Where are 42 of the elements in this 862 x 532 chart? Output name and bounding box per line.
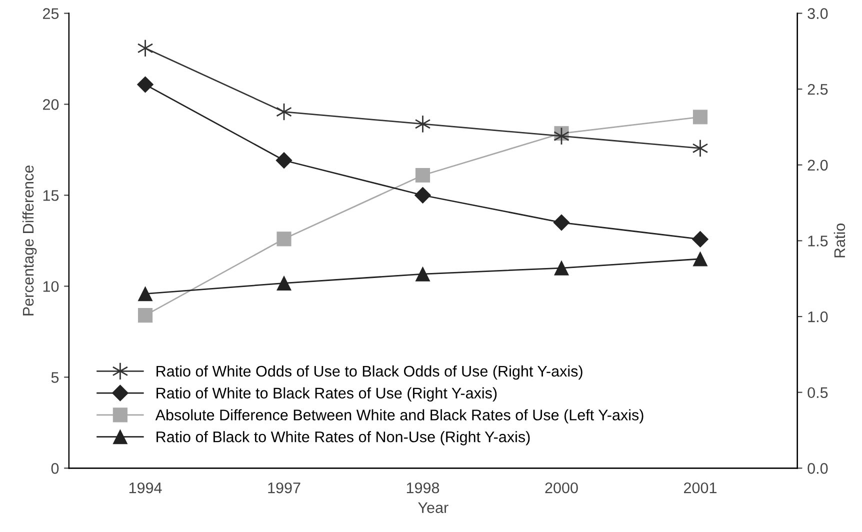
point [138, 308, 153, 323]
x-tick-label: 1998 [406, 482, 440, 494]
x-axis-title: Year [418, 502, 448, 514]
point [137, 76, 154, 93]
y-tick-label: 25 [43, 8, 59, 19]
point [692, 252, 708, 266]
point [276, 232, 292, 246]
legend-label: Ratio of White Odds of Use to Black Odds of Use (Right Y-axis) [156, 365, 582, 380]
y-tick-label: 5 [51, 372, 59, 383]
point [553, 214, 570, 231]
x-tick-label: 1994 [129, 482, 162, 494]
point [414, 114, 431, 134]
legend-label: Ratio of Black to White Rates of Non-Use (Right Y-axis) [156, 431, 530, 446]
y-tick-label: 0 [51, 463, 59, 474]
point [414, 187, 431, 204]
y2-tick-label: 2.5 [808, 84, 828, 95]
x-tick-label: 2000 [545, 482, 578, 494]
y2-tick-label: 3.0 [808, 8, 828, 19]
y2-tick-label: 0.0 [808, 463, 828, 474]
y-tick-label: 15 [43, 190, 59, 201]
y-tick-label: 20 [43, 99, 59, 110]
point [692, 110, 708, 124]
point [554, 260, 569, 276]
point [415, 168, 430, 183]
y2-tick-label: 1.5 [808, 236, 828, 246]
point [137, 39, 154, 58]
y-tick-label: 10 [43, 281, 59, 292]
point [138, 286, 153, 302]
y2-tick-label: 2.0 [808, 160, 828, 171]
point [692, 231, 708, 248]
point [276, 152, 292, 169]
legend-label: Absolute Difference Between White and Black Rates of Use (Left Y-axis) [155, 409, 644, 424]
y2-tick-label: 1.0 [808, 311, 828, 322]
x-tick-label: 1997 [268, 482, 300, 494]
legend-label: Ratio of White to Black Rates of Use (Right Y-axis) [156, 387, 497, 402]
point [692, 139, 708, 158]
y-axis-title: Percentage Difference [22, 166, 37, 316]
y2-tick-label: 0.5 [808, 387, 828, 398]
point [276, 276, 292, 290]
x-tick-label: 2001 [684, 482, 716, 494]
y2-axis-title: Ratio [834, 224, 846, 258]
point [415, 266, 430, 282]
